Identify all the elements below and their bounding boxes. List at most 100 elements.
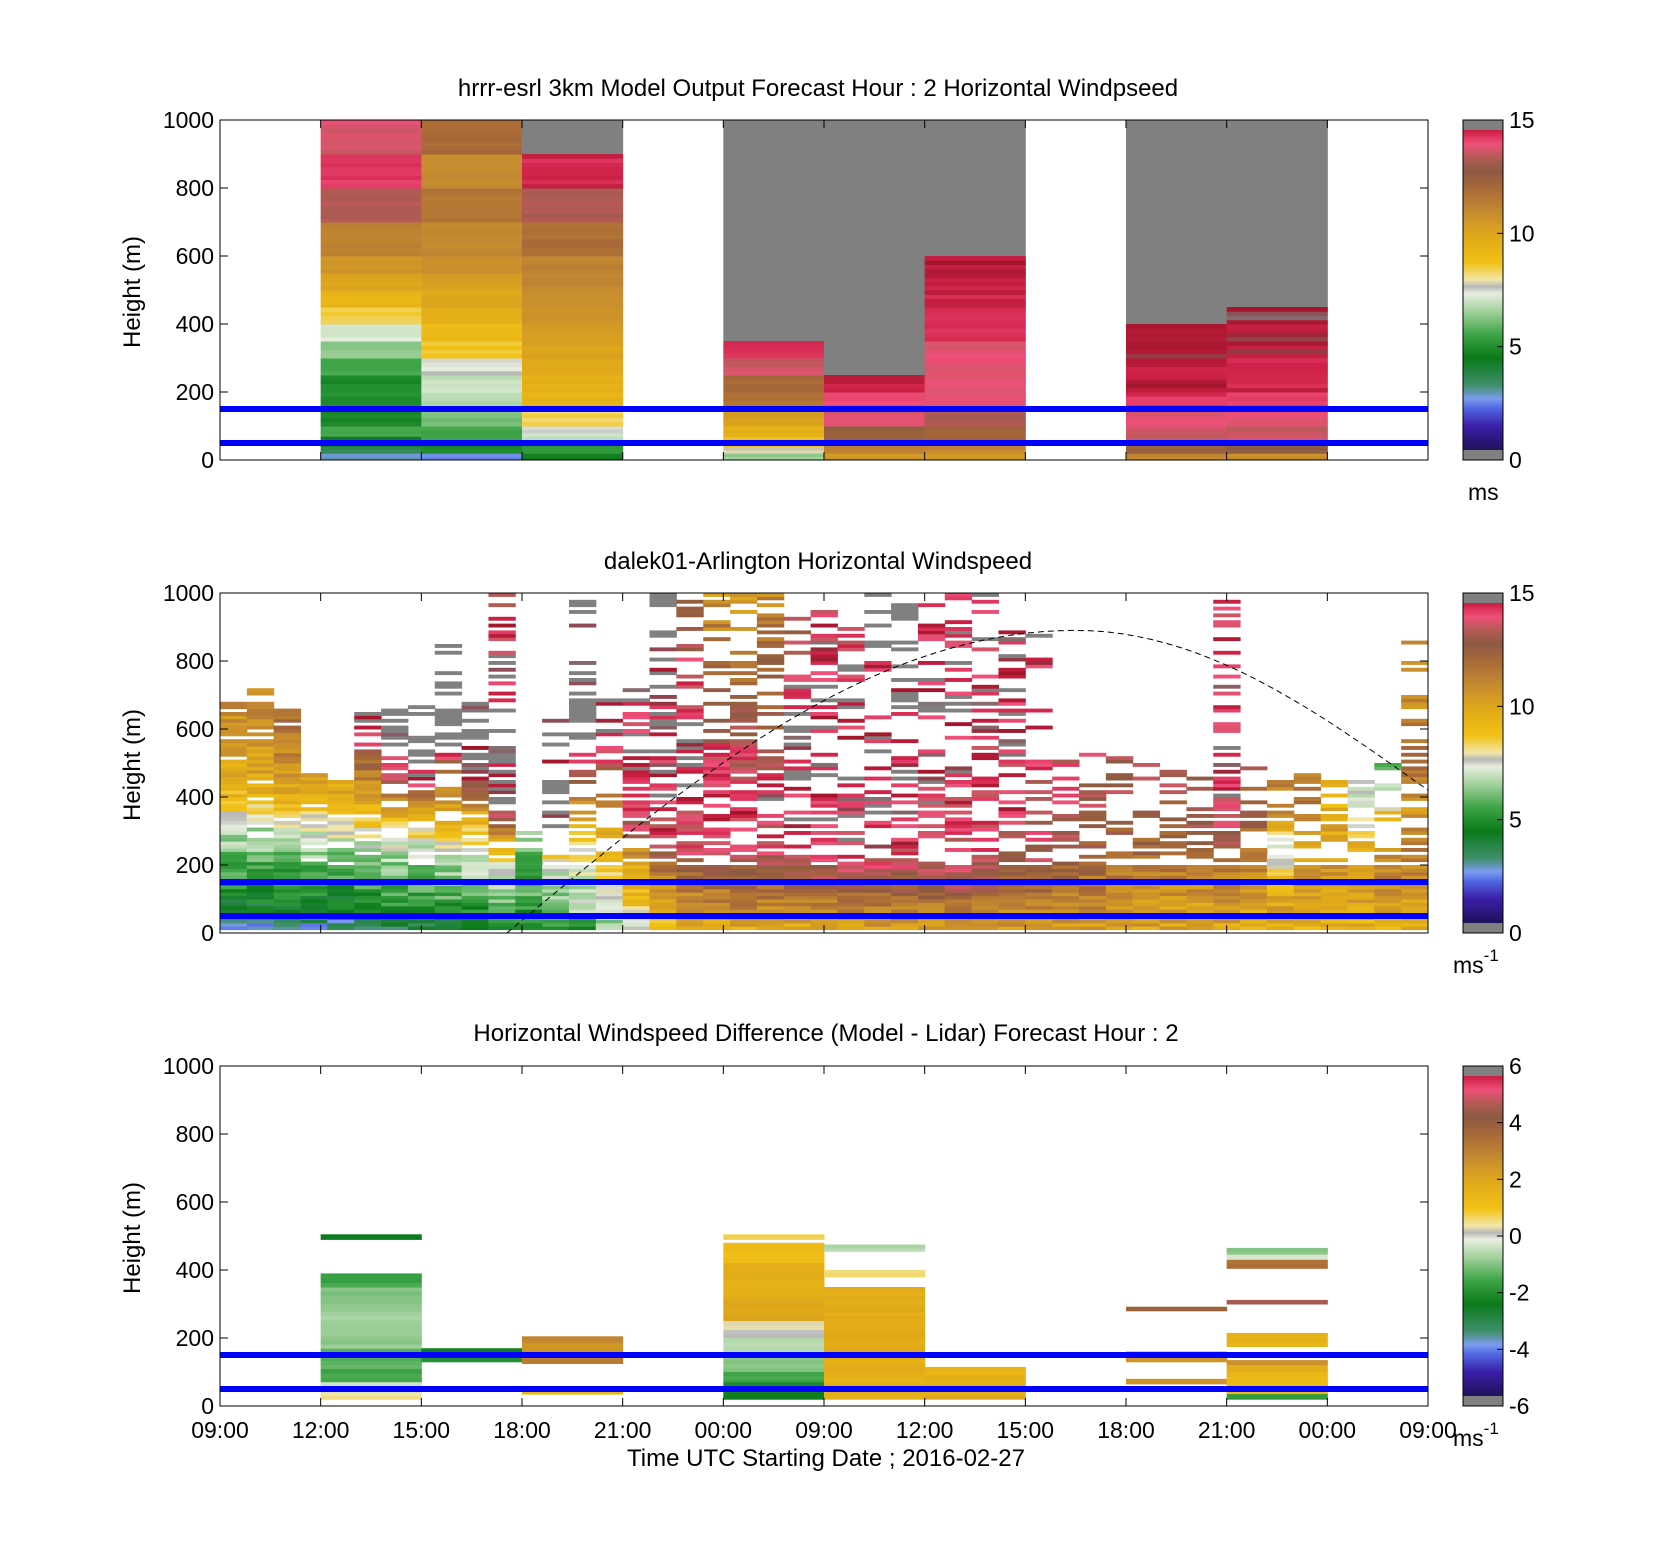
heatmap-cell (723, 1305, 825, 1310)
heatmap-cell (354, 718, 382, 723)
heatmap-cell (421, 370, 523, 376)
heatmap-cell (300, 827, 328, 832)
heatmap-cell (522, 328, 624, 333)
heatmap-cell (1226, 375, 1328, 380)
heatmap-cell (730, 899, 758, 903)
heatmap-cell (300, 871, 328, 876)
heatmap-cell (320, 421, 422, 427)
heatmap-cell (320, 213, 422, 219)
heatmap-cell (1132, 841, 1161, 846)
heatmap-cell (1347, 797, 1375, 801)
heatmap-cell (381, 742, 409, 747)
heatmap-cell (407, 875, 436, 880)
heatmap-cell (824, 1343, 926, 1349)
heatmap-cell (220, 769, 248, 774)
heatmap-cell (273, 797, 302, 801)
x-tick-label: 15:00 (393, 1417, 451, 1443)
heatmap-cell (998, 820, 1026, 825)
heatmap-cell (1226, 379, 1328, 384)
heatmap-cell (273, 926, 302, 931)
heatmap-cell (676, 902, 704, 907)
heatmap-cell (320, 230, 422, 236)
heatmap-cell (924, 353, 1026, 359)
heatmap-cell (944, 902, 973, 907)
heatmap-cell (568, 752, 597, 757)
heatmap-cell (434, 708, 463, 713)
heatmap-cell (924, 273, 1026, 278)
heatmap-cell (971, 793, 999, 798)
heatmap-cell (1401, 902, 1429, 907)
heatmap-cell (1105, 854, 1134, 859)
heatmap-cell (220, 763, 248, 767)
heatmap-cell (568, 926, 597, 931)
heatmap-cell (676, 844, 704, 849)
heatmap-cell (723, 1338, 825, 1343)
heatmap-cell (522, 456, 624, 461)
heatmap-cell (595, 759, 624, 764)
heatmap-cell (1079, 875, 1107, 880)
heatmap-cell (1105, 831, 1134, 835)
heatmap-cell (407, 837, 436, 842)
y-tick-label: 200 (176, 1325, 214, 1351)
heatmap-cell (944, 797, 973, 801)
heatmap-cell (407, 752, 436, 757)
heatmap-cell (568, 691, 597, 696)
heatmap-cell (488, 919, 516, 924)
heatmap-cell (1320, 834, 1348, 839)
heatmap-cell (730, 627, 758, 631)
heatmap-cell (756, 909, 785, 914)
heatmap-cell (434, 861, 463, 866)
x-tick-label: 09:00 (795, 1417, 853, 1443)
heatmap-cell (783, 909, 812, 914)
heatmap-cell (891, 763, 919, 767)
heatmap-cell (864, 810, 892, 815)
heatmap-cell (971, 729, 999, 733)
heatmap-cell (1132, 865, 1161, 869)
heatmap-cell (354, 899, 382, 903)
heatmap-cell (1132, 844, 1161, 849)
heatmap-cell (730, 793, 758, 798)
heatmap-cell (1266, 820, 1295, 825)
heatmap-cell (1105, 827, 1134, 832)
heatmap-cell (1293, 841, 1322, 846)
heatmap-cell (320, 149, 422, 155)
heatmap-cell (320, 154, 422, 159)
heatmap-cell (522, 213, 624, 219)
heatmap-cell (595, 729, 624, 733)
heatmap-cell (320, 298, 422, 304)
heatmap-cell (354, 885, 382, 890)
heatmap-cell (327, 865, 355, 869)
heatmap-cell (1105, 776, 1134, 781)
heatmap-cell (783, 705, 812, 710)
heatmap-cell (488, 749, 516, 754)
heatmap-cell (810, 773, 838, 778)
heatmap-cell (756, 858, 785, 863)
heatmap-cell (381, 708, 409, 713)
heatmap-cell (1266, 899, 1295, 903)
heatmap-cell (837, 854, 865, 859)
heatmap-cell (622, 732, 651, 737)
heatmap-cell (421, 205, 523, 210)
heatmap-cell (1320, 895, 1348, 900)
heatmap-cell (1025, 820, 1053, 825)
heatmap-cell (381, 793, 409, 798)
heatmap-cell (723, 1284, 825, 1290)
heatmap-cell (756, 725, 785, 730)
heatmap-cell (649, 793, 677, 798)
heatmap-cell (1266, 803, 1295, 808)
model-panel: hrrr-esrl 3km Model Output Forecast Hour… (119, 75, 1535, 505)
heatmap-cell (488, 810, 516, 815)
heatmap-cell (810, 725, 838, 730)
heatmap-cell (246, 803, 275, 808)
heatmap-cell (522, 366, 624, 372)
heatmap-cell (1186, 888, 1214, 893)
heatmap-cell (864, 661, 892, 665)
heatmap-cell (1374, 865, 1402, 869)
heatmap-cell (488, 746, 516, 750)
heatmap-cell (1320, 885, 1348, 890)
heatmap-cell (488, 729, 516, 733)
heatmap-cell (220, 844, 248, 849)
heatmap-cell (381, 735, 409, 740)
heatmap-cell (246, 752, 275, 757)
heatmap-cell (891, 861, 919, 866)
